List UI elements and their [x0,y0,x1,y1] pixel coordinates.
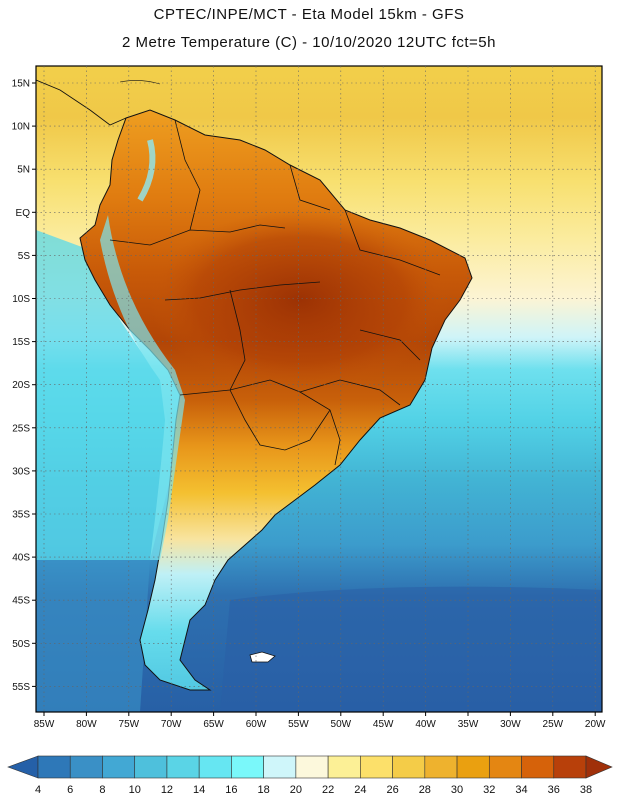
falkland-islands [249,651,276,663]
lat-label: 25S [12,423,30,434]
lat-label: 15N [12,79,30,90]
colorbar-label: 26 [386,784,398,796]
colorbar-swatch [456,755,490,779]
lat-label: 15S [12,337,30,348]
lon-label: 30W [500,719,521,730]
colorbar-swatch [327,755,361,779]
colorbar-label: 12 [161,784,173,796]
colorbar-swatch [166,755,200,779]
colorbar-swatch [392,755,426,779]
colorbar-swatch [424,755,458,779]
map-frame [35,65,603,713]
lon-label: 65W [203,719,224,730]
colorbar-label: 34 [515,784,527,796]
colorbar-swatch [521,755,555,779]
lon-label: 85W [34,719,55,730]
lon-label: 55W [288,719,309,730]
colorbar-label: 30 [451,784,463,796]
colorbar-swatch [37,755,71,779]
colorbar-swatch [102,755,136,779]
pacific-cool-zone [36,230,175,560]
colorbar-left-arrow [7,755,39,779]
colorbar: 4 6 8 10 12 14 16 18 20 22 24 26 28 30 32 34 36 38 [7,755,613,796]
colorbar-label: 28 [419,784,431,796]
lat-label: 45S [12,596,30,607]
lon-label: 75W [119,719,140,730]
lon-label: 35W [458,719,479,730]
colorbar-swatch [488,755,522,779]
colorbar-label: 24 [354,784,366,796]
lat-label: 10N [12,122,30,133]
colorbar-label: 38 [580,784,592,796]
colorbar-label: 8 [99,784,105,796]
lat-label: 30S [12,466,30,477]
lon-label: 40W [415,719,436,730]
lon-label: 60W [246,719,267,730]
lat-label: EQ [16,208,31,219]
lat-label: 5N [17,165,30,176]
lon-label: 80W [76,719,97,730]
colorbar-label: 14 [193,784,205,796]
longitude-labels: 85W 80W 75W 70W 65W 60W 55W 50W 45W 40W 35W 30W 25W 2… [34,712,606,730]
map-title: CPTEC/INPE/MCT - Eta Model 15km - GFS [153,6,465,23]
latitude-labels: 15N 10N 5N EQ 5S 10S 15S 20S 25S 30S 35S 40S 45S 50S 5… [12,79,36,693]
colorbar-label: 6 [67,784,73,796]
colorbar-swatch [231,755,264,779]
colorbar-swatch [360,755,393,779]
colorbar-swatch [134,755,168,779]
colorbar-swatch [69,755,103,779]
colorbar-swatch [295,755,329,779]
colorbar-label: 10 [129,784,141,796]
colorbar-label: 36 [548,784,560,796]
colorbar-label: 16 [225,784,237,796]
colorbar-swatch [198,755,232,779]
lon-label: 25W [543,719,564,730]
colorbar-label: 18 [258,784,270,796]
lat-label: 55S [12,682,30,693]
lon-label: 50W [331,719,352,730]
lat-label: 40S [12,553,30,564]
lat-label: 35S [12,510,30,521]
colorbar-right-arrow [585,755,613,779]
lon-label: 45W [373,719,394,730]
hot-interior-core [150,210,450,390]
lat-label: 10S [12,294,30,305]
colorbar-swatch [263,755,297,779]
map-subtitle: 2 Metre Temperature (C) - 10/10/2020 12U… [122,34,496,51]
lat-label: 20S [12,380,30,391]
andes-cool-strip [100,215,185,560]
colorbar-swatch [553,755,587,779]
colorbar-label: 4 [35,784,41,796]
lat-label: 5S [18,251,31,262]
lon-label: 20W [585,719,606,730]
colorbar-label: 20 [290,784,302,796]
colorbar-label: 32 [483,784,495,796]
lon-label: 70W [161,719,182,730]
cold-atlantic-zone [220,586,602,712]
colorbar-label: 22 [322,784,334,796]
lat-label: 50S [12,639,30,650]
central-america-coast [36,79,127,126]
